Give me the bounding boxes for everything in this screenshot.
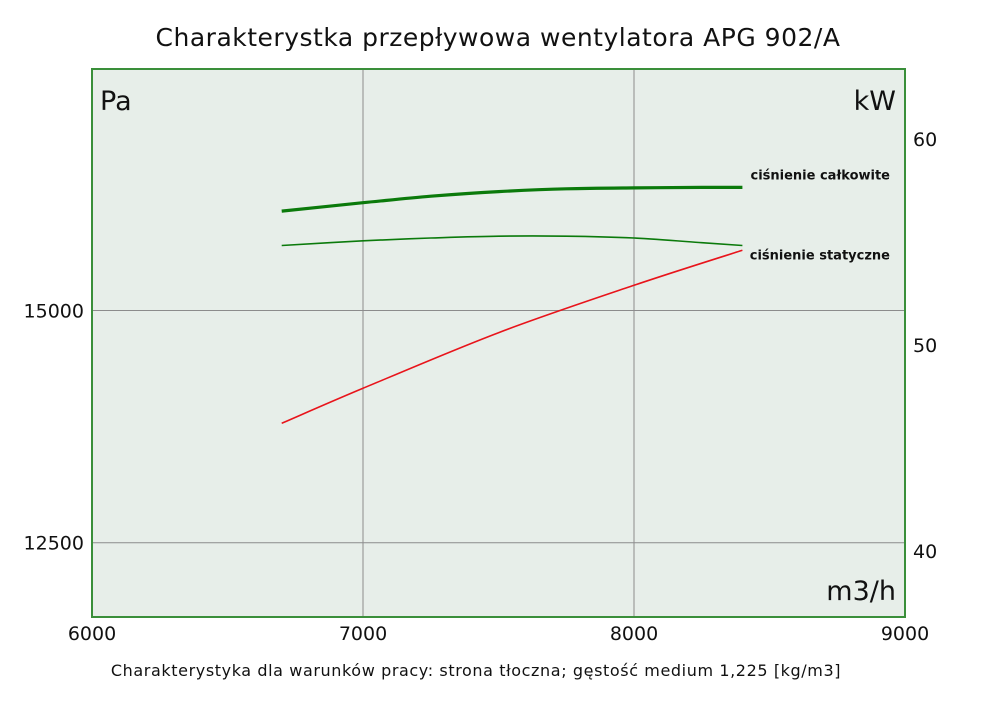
y-left-tick-label: 12500 [24,533,84,555]
y-right-axis-label: kW [854,86,896,117]
y-right-tick-label: 40 [913,541,937,563]
series-label-0: ciśnienie całkowite [750,168,890,183]
y-right-axis-ticks: 40 50 60 [913,129,937,563]
grid-lines [92,69,905,617]
y-right-tick-label: 50 [913,335,937,357]
y-left-axis-label: Pa [100,86,132,117]
plot-area [92,69,905,617]
x-tick-label: 6000 [68,623,116,645]
plot-frame [91,68,906,618]
series-line-1 [281,235,743,247]
x-tick-label: 9000 [881,623,929,645]
y-left-tick-label: 15000 [24,300,84,322]
x-axis-label: m3/h [826,576,896,607]
y-right-tick-label: 60 [913,129,937,151]
y-left-axis-ticks: 12500 15000 [24,300,84,554]
chart-footnote: Charakterystyka dla warunków pracy: stro… [111,661,841,680]
series-label-1: ciśnienie statyczne [750,248,890,263]
x-axis-ticks: 6000 7000 8000 9000 [68,623,929,645]
series-line-2 [281,249,743,425]
series-labels: ciśnienie całkowite ciśnienie statyczne [750,168,890,263]
series-layer [281,185,743,425]
x-tick-label: 8000 [610,623,658,645]
chart-title: Charakterystka przepływowa wentylatora A… [156,23,841,52]
x-tick-label: 7000 [339,623,387,645]
series-line-0 [281,185,743,213]
